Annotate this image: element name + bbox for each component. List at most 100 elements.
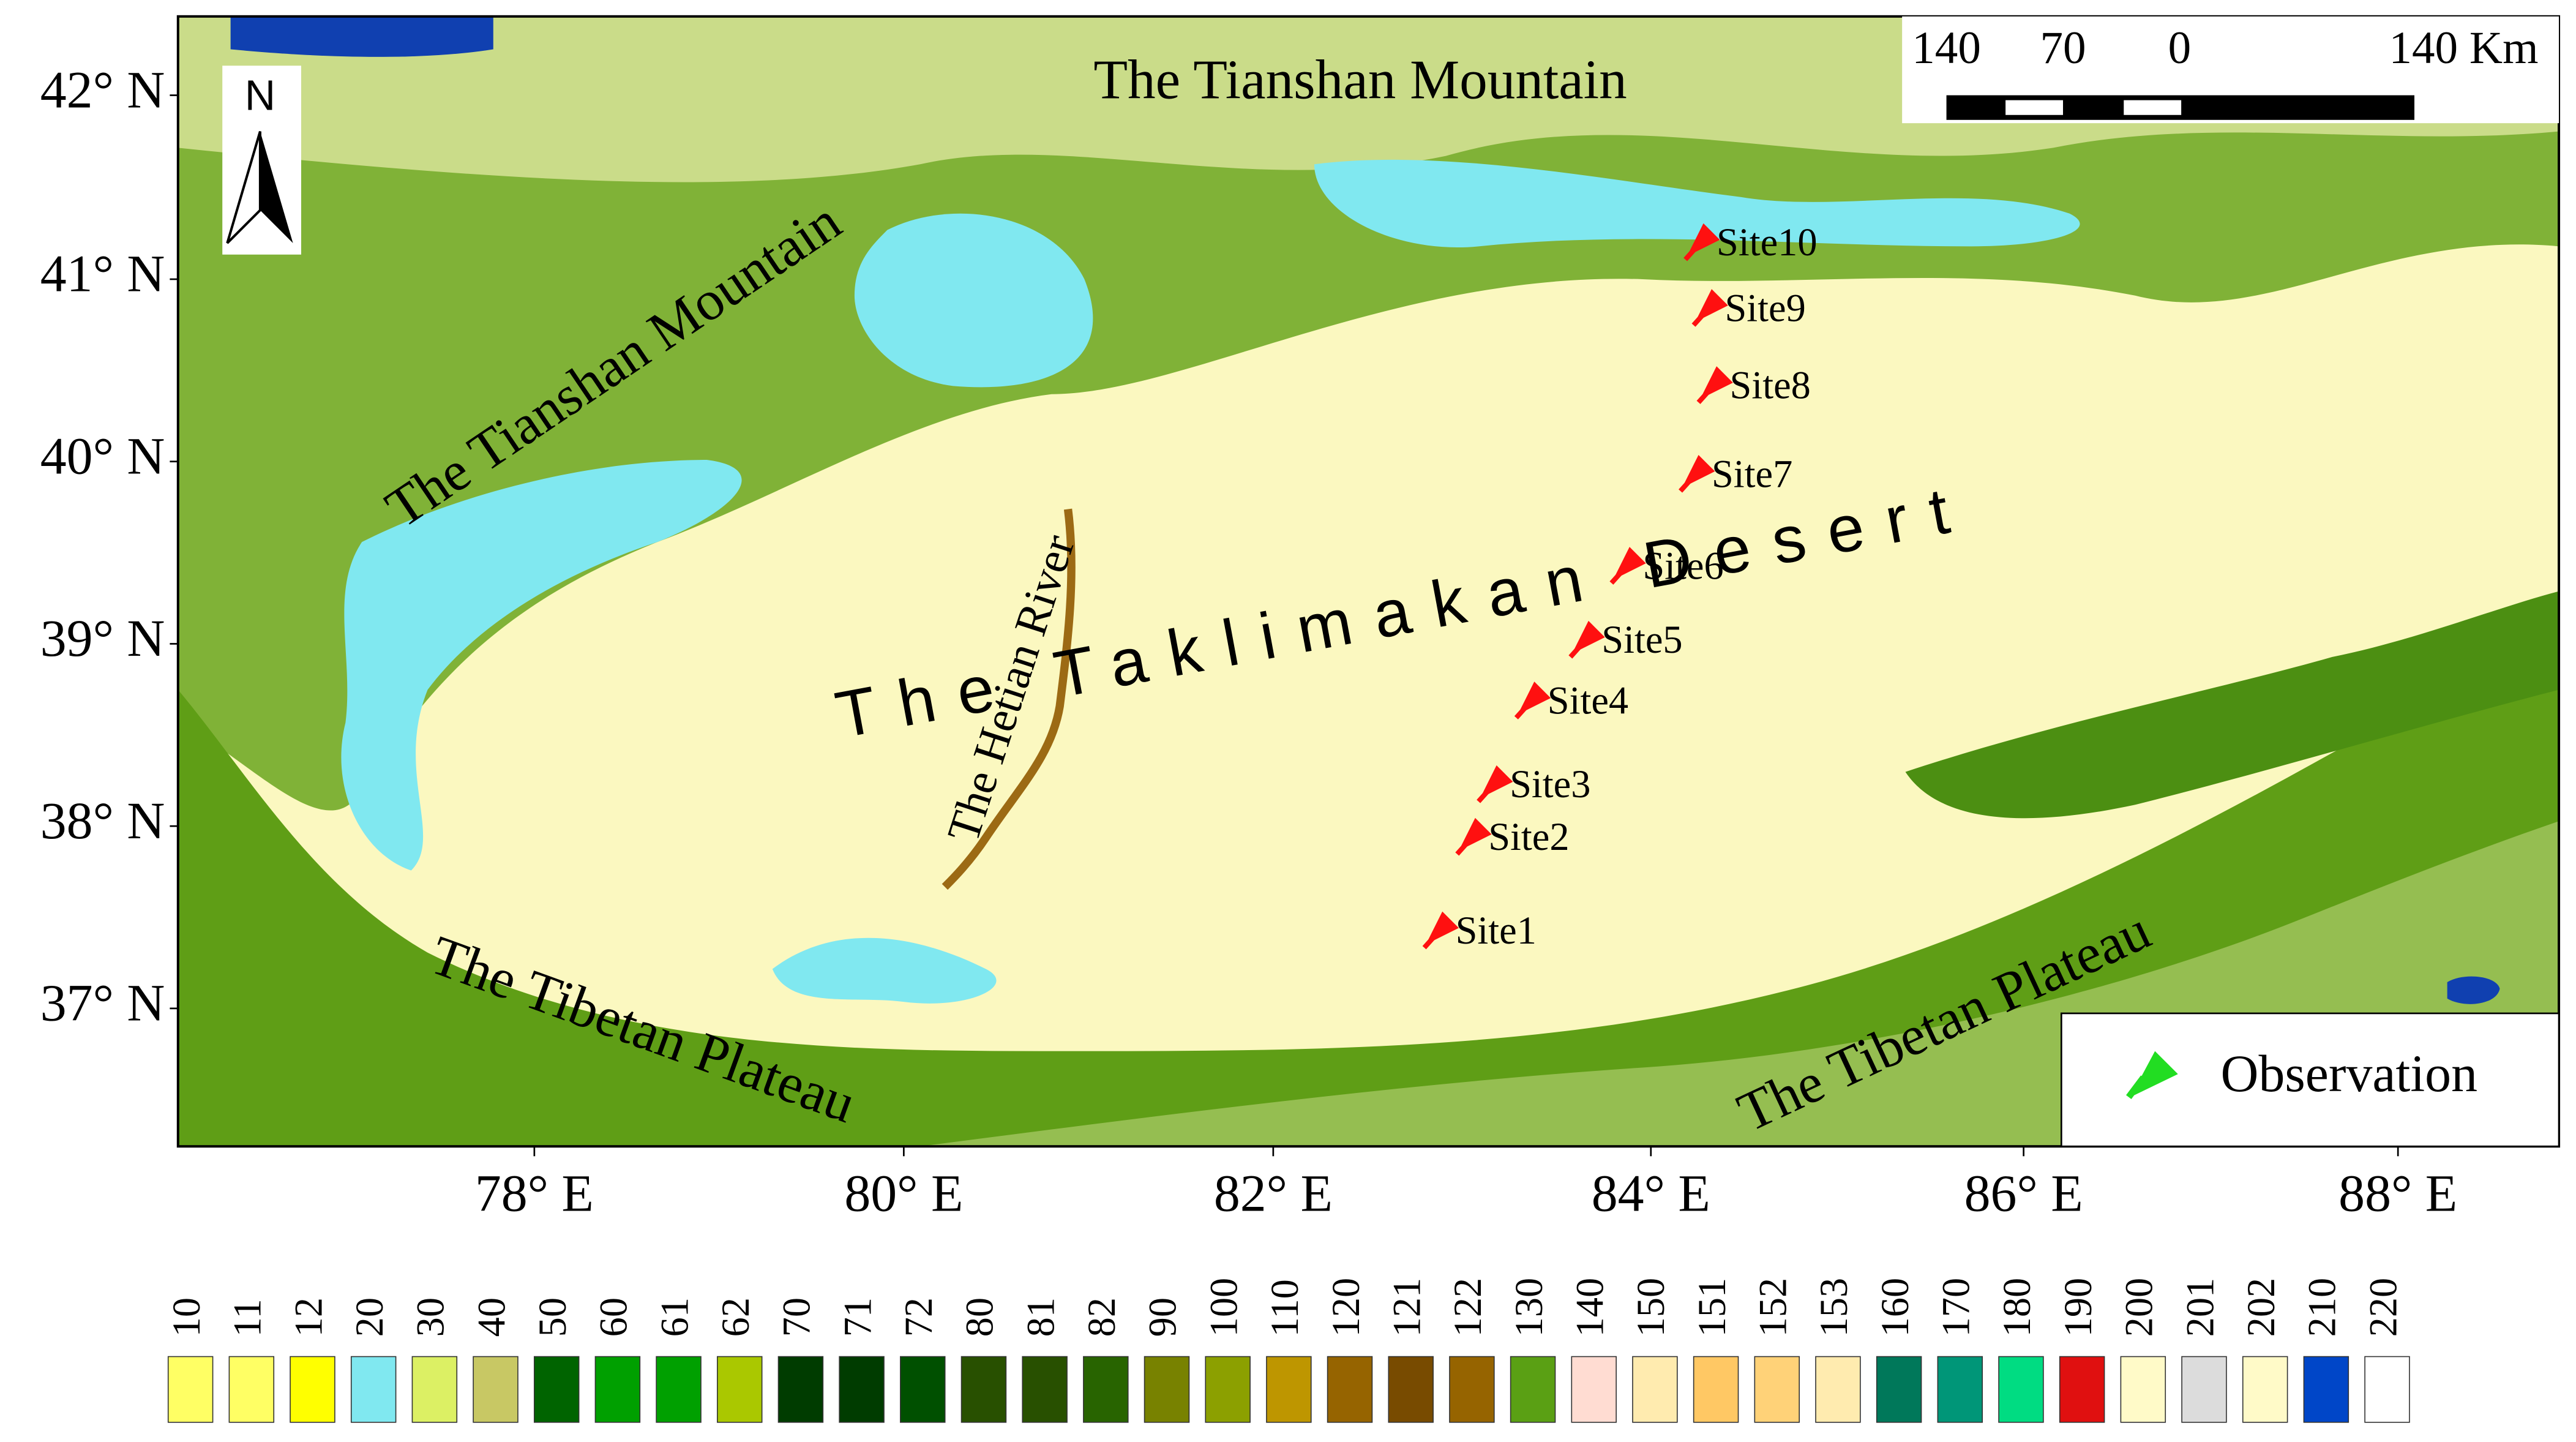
legend-code: 152 (1751, 1278, 1795, 1337)
legend-swatch (2059, 1356, 2105, 1423)
site-pin-needle (1568, 639, 1587, 659)
legend-swatch (2242, 1356, 2288, 1423)
legend-code: 160 (1873, 1278, 1917, 1337)
scale-bar (1902, 16, 2559, 124)
legend-code: 210 (2301, 1278, 2344, 1337)
latitude-label: 38° N (40, 792, 165, 850)
north-arrow: N (222, 66, 301, 255)
legend-code: 153 (1812, 1278, 1855, 1337)
site-label: Site3 (1510, 762, 1590, 806)
region-label: The Tianshan Mountain (1093, 48, 1627, 110)
legend-swatch (2303, 1356, 2349, 1423)
lake-north (230, 16, 493, 57)
scale-bar-label: 70 (2040, 23, 2086, 73)
legend-swatch (1205, 1356, 1251, 1423)
kashgar-oasis (341, 460, 742, 871)
legend-code: 180 (1995, 1278, 2039, 1337)
legend-swatch (1388, 1356, 1434, 1423)
legend-code: 80 (958, 1297, 1002, 1337)
hetian-river (942, 508, 1076, 890)
hotan-oasis (772, 937, 997, 1004)
legend-swatch (656, 1356, 702, 1423)
legend-code: 60 (592, 1297, 635, 1337)
scale-bar-label: 0 (2168, 23, 2192, 73)
legend-code: 61 (653, 1297, 696, 1337)
north-label: N (245, 71, 275, 119)
legend-pin-needle (2126, 1075, 2146, 1099)
site-pin-needle (1683, 241, 1702, 261)
aksu-oasis (854, 213, 1093, 388)
legend-label: Observation (2221, 1045, 2478, 1103)
legend-swatch (1449, 1356, 1495, 1423)
longitude-label: 86° E (1964, 1165, 2083, 1223)
legend-swatch (533, 1356, 580, 1423)
legend-code: 81 (1019, 1297, 1062, 1337)
legend-code: 201 (2178, 1278, 2222, 1337)
legend-code: 150 (1629, 1278, 1672, 1337)
latitude-label: 40° N (40, 427, 165, 485)
legend-swatch (1571, 1356, 1617, 1423)
latitude-label: 42° N (40, 61, 165, 119)
legend-code: 11 (226, 1299, 269, 1337)
legend-swatch (2181, 1356, 2227, 1423)
site-label: Site9 (1724, 286, 1805, 329)
legend-swatch (350, 1356, 397, 1423)
legend-swatch (1693, 1356, 1739, 1423)
site-label: Site1 (1456, 909, 1537, 952)
latitude-label: 39° N (40, 609, 165, 667)
legend-swatch (1510, 1356, 1556, 1423)
legend-code: 72 (897, 1297, 940, 1337)
map-frame (176, 15, 2561, 1148)
legend-swatch (1266, 1356, 1312, 1423)
legend-swatch (1327, 1356, 1373, 1423)
scale-bar-segment (2005, 100, 2064, 115)
legend-code: 70 (775, 1297, 818, 1337)
legend-swatch (228, 1356, 275, 1423)
scale-bar-segment (2124, 100, 2182, 115)
legend-code: 10 (165, 1297, 208, 1337)
legend-swatch (594, 1356, 641, 1423)
legend-swatch (1754, 1356, 1800, 1423)
scale-bar-label: 140 Km (2389, 23, 2538, 73)
legend-swatch (1998, 1356, 2044, 1423)
legend-swatch (411, 1356, 458, 1423)
site-label: Site10 (1717, 220, 1817, 264)
legend-swatch (167, 1356, 214, 1423)
observation-legend: Observation (2060, 1012, 2560, 1147)
site-pin-needle (1514, 699, 1533, 719)
legend-code: 30 (409, 1297, 452, 1337)
legend-swatch (2364, 1356, 2410, 1423)
legend-swatch (1144, 1356, 1190, 1423)
site-pin-needle (1455, 836, 1474, 856)
legend-swatch (1815, 1356, 1861, 1423)
legend-swatch (1083, 1356, 1129, 1423)
legend-code: 12 (286, 1297, 330, 1337)
legend-swatch (2120, 1356, 2166, 1423)
legend-code: 100 (1202, 1278, 1245, 1337)
legend-code: 62 (714, 1297, 757, 1337)
legend-code: 170 (1934, 1278, 1978, 1337)
legend-swatch (777, 1356, 824, 1423)
legend-swatch (900, 1356, 946, 1423)
map-base (176, 15, 2561, 1148)
latitude-label: 37° N (40, 974, 165, 1032)
latitude-label: 41° N (40, 245, 165, 303)
legend-swatch (1937, 1356, 1983, 1423)
legend-code: 40 (470, 1297, 513, 1337)
site-label: Site5 (1601, 618, 1682, 661)
legend-pin (2130, 1051, 2178, 1097)
legend-swatch (1022, 1356, 1068, 1423)
legend-swatch (1876, 1356, 1922, 1423)
legend-code: 151 (1690, 1278, 1734, 1337)
legend-code: 190 (2056, 1278, 2100, 1337)
legend-code: 82 (1080, 1297, 1123, 1337)
legend-code: 200 (2117, 1278, 2161, 1337)
site-label: Site7 (1712, 452, 1792, 495)
site-pin-needle (1696, 384, 1715, 404)
site-pin-needle (1477, 783, 1496, 803)
site-label: Site4 (1548, 678, 1628, 722)
site-pin-needle (1679, 473, 1698, 493)
legend-code: 130 (1507, 1278, 1551, 1337)
legend-code: 71 (836, 1297, 879, 1337)
